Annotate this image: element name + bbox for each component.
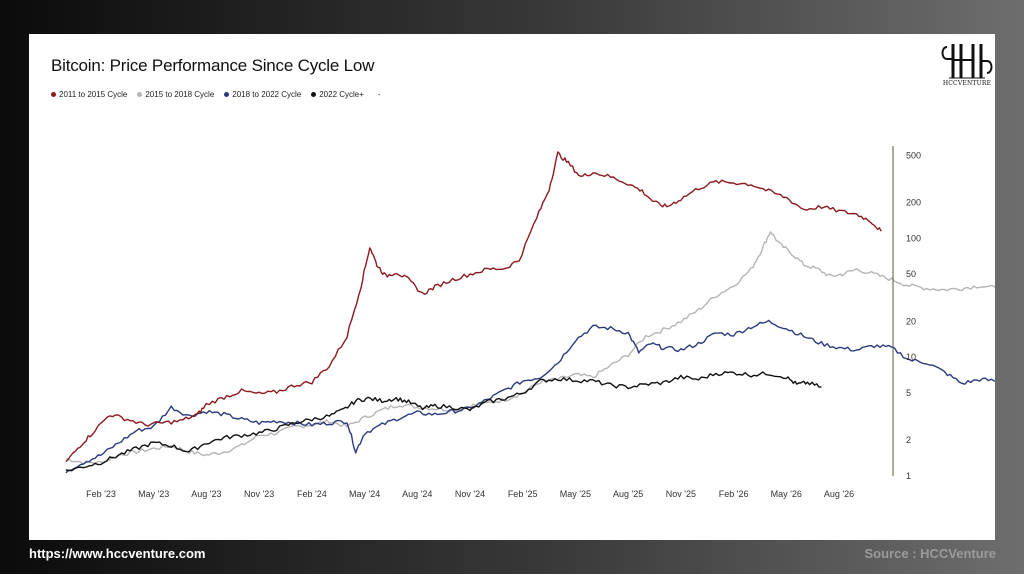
x-tick-label: Aug '24: [402, 489, 432, 499]
legend-dot-2011: [51, 92, 56, 97]
x-tick-label: May '23: [138, 489, 169, 499]
chart-plot: 1 2 5 10 20 50 100 200 500 Feb '23 May '23 Aug '23…: [65, 146, 995, 499]
y-tick-label: 10: [906, 352, 916, 362]
series-lines: [65, 151, 995, 474]
x-tick-label: Feb '24: [297, 489, 327, 499]
series-line-2015-to-2018-cycle: [65, 231, 995, 465]
y-tick-label: 50: [906, 269, 916, 279]
legend-item-2015[interactable]: 2015 to 2018 Cycle: [137, 90, 214, 99]
legend-dot-2022: [311, 92, 317, 97]
x-tick-label: May '24: [349, 489, 380, 499]
x-tick-label: Feb '25: [508, 489, 538, 499]
logo-mark-icon: [941, 44, 993, 79]
y-axis-ticks: 1 2 5 10 20 50 100 200 500: [906, 150, 921, 481]
x-axis-ticks: Feb '23 May '23 Aug '23 Nov '23 Feb '24 May '…: [86, 489, 854, 499]
y-tick-label: 500: [906, 150, 921, 160]
y-tick-label: 20: [906, 317, 916, 327]
y-tick-label: 200: [906, 198, 921, 208]
y-tick-label: 5: [906, 388, 911, 398]
x-tick-label: Nov '23: [244, 489, 274, 499]
legend-label-2011: 2011 to 2015 Cycle: [59, 90, 128, 99]
legend-item-2018[interactable]: 2018 to 2022 Cycle: [224, 90, 301, 99]
x-tick-label: Aug '26: [824, 489, 854, 499]
x-tick-label: Aug '25: [613, 489, 643, 499]
series-line-2022-cycle: [65, 371, 822, 472]
x-tick-label: Nov '25: [666, 489, 696, 499]
x-tick-label: Aug '23: [191, 489, 221, 499]
legend-label-2018: 2018 to 2022 Cycle: [232, 90, 302, 99]
footer-source: Source : HCCVenture: [864, 546, 996, 561]
chart-legend: 2011 to 2015 Cycle 2015 to 2018 Cycle 20…: [51, 90, 381, 99]
legend-dash: -: [377, 90, 381, 99]
legend-item-2022[interactable]: 2022 Cycle+: [311, 90, 364, 99]
y-tick-label: 100: [906, 233, 921, 243]
series-line-2011-to-2015-cycle: [65, 151, 882, 463]
x-tick-label: May '25: [560, 489, 591, 499]
legend-label-2015: 2015 to 2018 Cycle: [145, 90, 215, 99]
x-tick-label: Nov '24: [455, 489, 485, 499]
y-tick-label: 2: [906, 435, 911, 445]
legend-dot-2018: [224, 92, 230, 97]
y-tick-label: 1: [906, 471, 911, 481]
hccventure-logo: HCCVENTURE: [939, 42, 995, 88]
series-line-2018-to-2022-cycle: [65, 319, 995, 474]
legend-item-2011[interactable]: 2011 to 2015 Cycle: [51, 90, 127, 99]
legend-label-2022: 2022 Cycle+: [319, 90, 364, 99]
x-tick-label: May '26: [771, 489, 802, 499]
x-tick-label: Feb '23: [86, 489, 116, 499]
legend-dot-2015: [137, 92, 143, 97]
logo-text: HCCVENTURE: [942, 80, 992, 87]
chart-card: Bitcoin: Price Performance Since Cycle L…: [29, 34, 995, 540]
footer-website-link[interactable]: https://www.hccventure.com: [29, 546, 206, 561]
chart-title: Bitcoin: Price Performance Since Cycle L…: [51, 56, 375, 75]
x-tick-label: Feb '26: [719, 489, 749, 499]
